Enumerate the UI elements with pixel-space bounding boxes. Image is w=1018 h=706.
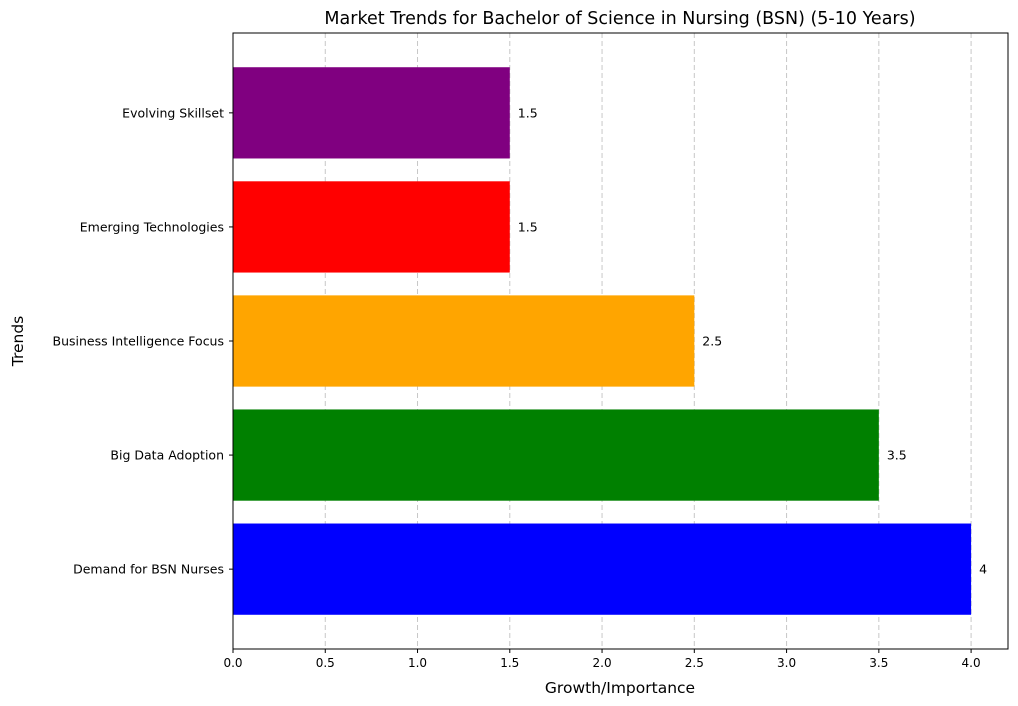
y-tick-label: Big Data Adoption bbox=[110, 448, 224, 463]
x-tick-label: 4.0 bbox=[962, 656, 981, 670]
chart-title: Market Trends for Bachelor of Science in… bbox=[324, 9, 915, 29]
x-tick-label: 0.5 bbox=[316, 656, 335, 670]
x-tick-label: 0.0 bbox=[223, 656, 242, 670]
data-label: 2.5 bbox=[702, 334, 722, 349]
y-axis-title: Trends bbox=[9, 316, 27, 368]
x-tick-label: 1.0 bbox=[408, 656, 427, 670]
bar bbox=[233, 295, 695, 387]
data-label: 3.5 bbox=[887, 448, 907, 463]
y-tick-label: Demand for BSN Nurses bbox=[73, 562, 224, 577]
bar bbox=[233, 181, 510, 273]
x-tick-label: 3.5 bbox=[869, 656, 888, 670]
data-label: 1.5 bbox=[518, 105, 538, 120]
data-labels: 4 3.5 2.5 1.5 1.5 bbox=[518, 105, 987, 576]
y-axis: Demand for BSN Nurses Big Data Adoption Bu… bbox=[53, 105, 233, 577]
x-axis: 0.0 0.5 1.0 1.5 2.0 2.5 3.0 3.5 4.0 bbox=[223, 649, 981, 670]
x-tick-label: 2.5 bbox=[685, 656, 704, 670]
data-label: 1.5 bbox=[518, 219, 538, 234]
bar bbox=[233, 67, 510, 159]
y-tick-label: Emerging Technologies bbox=[80, 219, 224, 234]
y-tick-label: Business Intelligence Focus bbox=[53, 334, 225, 349]
x-tick-label: 3.0 bbox=[777, 656, 796, 670]
x-tick-label: 2.0 bbox=[593, 656, 612, 670]
data-label: 4 bbox=[979, 562, 987, 577]
bar bbox=[233, 523, 972, 615]
y-tick-label: Evolving Skillset bbox=[122, 105, 224, 120]
bar bbox=[233, 409, 879, 501]
x-axis-title: Growth/Importance bbox=[545, 679, 695, 697]
x-tick-label: 1.5 bbox=[500, 656, 519, 670]
bars bbox=[233, 67, 972, 615]
